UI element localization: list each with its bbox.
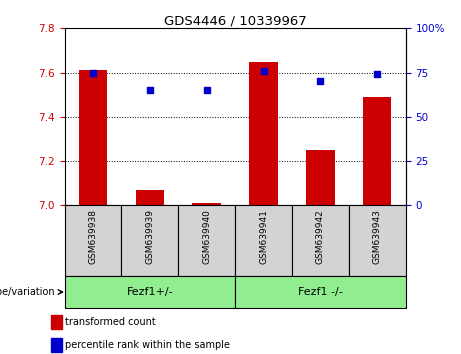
Point bbox=[373, 72, 381, 77]
Point bbox=[317, 79, 324, 84]
Bar bbox=[363, 97, 391, 205]
Bar bbox=[249, 62, 278, 205]
Point bbox=[89, 70, 97, 75]
Text: GSM639939: GSM639939 bbox=[145, 209, 154, 264]
Point bbox=[260, 68, 267, 74]
Bar bbox=[306, 150, 335, 205]
Text: genotype/variation: genotype/variation bbox=[0, 287, 55, 297]
Text: GSM639943: GSM639943 bbox=[373, 209, 382, 264]
Bar bbox=[136, 190, 164, 205]
Title: GDS4446 / 10339967: GDS4446 / 10339967 bbox=[164, 14, 307, 27]
Bar bbox=[79, 70, 107, 205]
Text: Fezf1+/-: Fezf1+/- bbox=[126, 287, 173, 297]
Text: GSM639940: GSM639940 bbox=[202, 209, 211, 264]
Text: Fezf1 -/-: Fezf1 -/- bbox=[298, 287, 343, 297]
Bar bbox=[193, 203, 221, 205]
Text: GSM639942: GSM639942 bbox=[316, 209, 325, 264]
Text: GSM639941: GSM639941 bbox=[259, 209, 268, 264]
Text: GSM639938: GSM639938 bbox=[89, 209, 97, 264]
Text: percentile rank within the sample: percentile rank within the sample bbox=[65, 340, 230, 350]
Point bbox=[146, 87, 154, 93]
Text: transformed count: transformed count bbox=[65, 317, 156, 327]
Point bbox=[203, 87, 210, 93]
